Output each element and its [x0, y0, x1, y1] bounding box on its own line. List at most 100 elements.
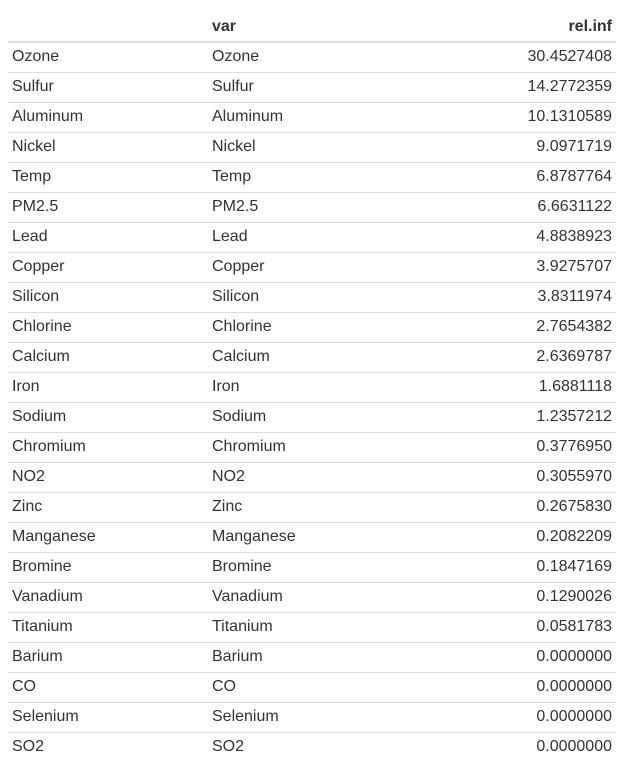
cell-var: Barium [208, 641, 408, 672]
cell-rowname: Vanadium [8, 581, 208, 612]
cell-rowname: Lead [8, 221, 208, 252]
cell-var: Lead [208, 221, 408, 252]
cell-rowname: Titanium [8, 611, 208, 642]
cell-rel-inf: 30.4527408 [527, 48, 612, 66]
cell-var: Selenium [208, 701, 408, 732]
cell-var: Silicon [208, 281, 408, 312]
table-row: Iron Iron 1.6881118 [8, 371, 616, 402]
cell-var: Aluminum [208, 101, 408, 132]
table-row: Titanium Titanium 0.0581783 [8, 611, 616, 642]
cell-rel-inf: 6.8787764 [408, 161, 616, 192]
cell-rel-inf: 2.7654382 [408, 311, 616, 342]
cell-rel-inf: 3.9275707 [408, 251, 616, 282]
cell-rel-inf: 0.0000000 [408, 731, 616, 762]
cell-rel-inf: 0.3055970 [408, 461, 616, 492]
header-rel-inf: rel.inf [408, 13, 616, 43]
cell-rowname: Sodium [8, 401, 208, 432]
cell-var: Temp [208, 161, 408, 192]
cell-rowname: CO [8, 671, 208, 702]
table-row: Sodium Sodium 1.2357212 [8, 401, 616, 432]
table-row: Calcium Calcium 2.6369787 [8, 341, 616, 372]
table-row: Nickel Nickel 9.0971719 [8, 131, 616, 162]
cell-rowname: Sulfur [8, 71, 208, 102]
cell-rel-inf: 1.2357212 [408, 401, 616, 432]
cell-rel-inf: 2.6369787 [408, 341, 616, 372]
cell-rel-inf: 0.1290026 [408, 581, 616, 612]
table-body: Ozone Ozone 30.4527408 Sulfur Sulfur 14.27723… [8, 42, 616, 762]
table-row: Barium Barium 0.0000000 [8, 641, 616, 672]
cell-var: Bromine [208, 551, 408, 582]
cell-rowname: Chlorine [8, 311, 208, 342]
cell-var: Sulfur [208, 71, 408, 102]
table-row: CO CO 0.0000000 [8, 671, 616, 702]
cell-rowname: NO2 [8, 461, 208, 492]
cell-rel-inf: 10.1310589 [408, 101, 616, 132]
cell-rel-inf: 6.6631122 [408, 191, 616, 222]
cell-rel-inf: 0.2082209 [408, 521, 616, 552]
cell-var: Vanadium [208, 581, 408, 612]
header-rowname [8, 13, 208, 43]
cell-rel-inf: 14.2772359 [408, 71, 616, 102]
cell-rowname: Silicon [8, 281, 208, 312]
cell-rowname: Ozone [12, 48, 60, 66]
table-row: Manganese Manganese 0.2082209 [8, 521, 616, 552]
table-row: Lead Lead 4.8838923 [8, 221, 616, 252]
relative-influence-table: var rel.inf Ozone Ozone 30.4527408 Sulfur Su… [8, 13, 616, 762]
cell-var: CO [208, 671, 408, 702]
cell-var: Copper [208, 251, 408, 282]
relative-influence-table-container: var rel.inf Ozone Ozone 30.4527408 Sulfur Su… [8, 13, 616, 762]
cell-var: Chromium [208, 431, 408, 462]
table-row: Copper Copper 3.9275707 [8, 251, 616, 282]
table-row: PM2.5 PM2.5 6.6631122 [8, 191, 616, 222]
table-row: Bromine Bromine 0.1847169 [8, 551, 616, 582]
cell-rel-inf: 9.0971719 [408, 131, 616, 162]
table-row: Temp Temp 6.8787764 [8, 161, 616, 192]
cell-rowname: SO2 [8, 731, 208, 762]
cell-rowname: Temp [8, 161, 208, 192]
table-row: NO2 NO2 0.3055970 [8, 461, 616, 492]
table-row: Selenium Selenium 0.0000000 [8, 701, 616, 732]
cell-rel-inf: 0.3776950 [408, 431, 616, 462]
table-row: Vanadium Vanadium 0.1290026 [8, 581, 616, 612]
cell-rel-inf: 0.0000000 [408, 671, 616, 702]
cell-rowname: Copper [8, 251, 208, 282]
cell-rel-inf: 3.8311974 [408, 281, 616, 312]
cell-rowname: PM2.5 [8, 191, 208, 222]
cell-rel-inf: 0.0581783 [408, 611, 616, 642]
header-var: var [208, 13, 408, 43]
cell-rowname: Bromine [8, 551, 208, 582]
cell-rowname: Iron [8, 371, 208, 402]
cell-rowname: Manganese [8, 521, 208, 552]
cell-var: Chlorine [208, 311, 408, 342]
cell-rowname: Barium [8, 641, 208, 672]
cell-var: Iron [208, 371, 408, 402]
table-row: Zinc Zinc 0.2675830 [8, 491, 616, 522]
table-header-row: var rel.inf [8, 13, 616, 43]
table-row: Sulfur Sulfur 14.2772359 [8, 71, 616, 102]
cell-rowname: Aluminum [8, 101, 208, 132]
table-row: SO2 SO2 0.0000000 [8, 731, 616, 762]
cell-rowname: Zinc [8, 491, 208, 522]
cell-rowname: Chromium [8, 431, 208, 462]
cell-rowname: Nickel [8, 131, 208, 162]
table-row: Silicon Silicon 3.8311974 [8, 281, 616, 312]
cell-var: Manganese [208, 521, 408, 552]
cell-var: Calcium [208, 341, 408, 372]
cell-rowname: Calcium [8, 341, 208, 372]
cell-rel-inf: 0.1847169 [408, 551, 616, 582]
cell-var: NO2 [208, 461, 408, 492]
cell-var: Zinc [208, 491, 408, 522]
cell-rel-inf: 0.0000000 [408, 641, 616, 672]
cell-var: Nickel [208, 131, 408, 162]
cell-var: Titanium [208, 611, 408, 642]
table-row: Aluminum Aluminum 10.1310589 [8, 101, 616, 132]
table-row: Ozone Ozone 30.4527408 [8, 42, 616, 72]
cell-rel-inf: 0.2675830 [408, 491, 616, 522]
cell-rowname: Selenium [8, 701, 208, 732]
cell-var: Ozone [212, 48, 260, 66]
cell-rel-inf: 1.6881118 [408, 371, 616, 402]
cell-rel-inf: 0.0000000 [408, 701, 616, 732]
cell-var: SO2 [208, 731, 408, 762]
cell-rel-inf: 4.8838923 [408, 221, 616, 252]
cell-var: PM2.5 [208, 191, 408, 222]
